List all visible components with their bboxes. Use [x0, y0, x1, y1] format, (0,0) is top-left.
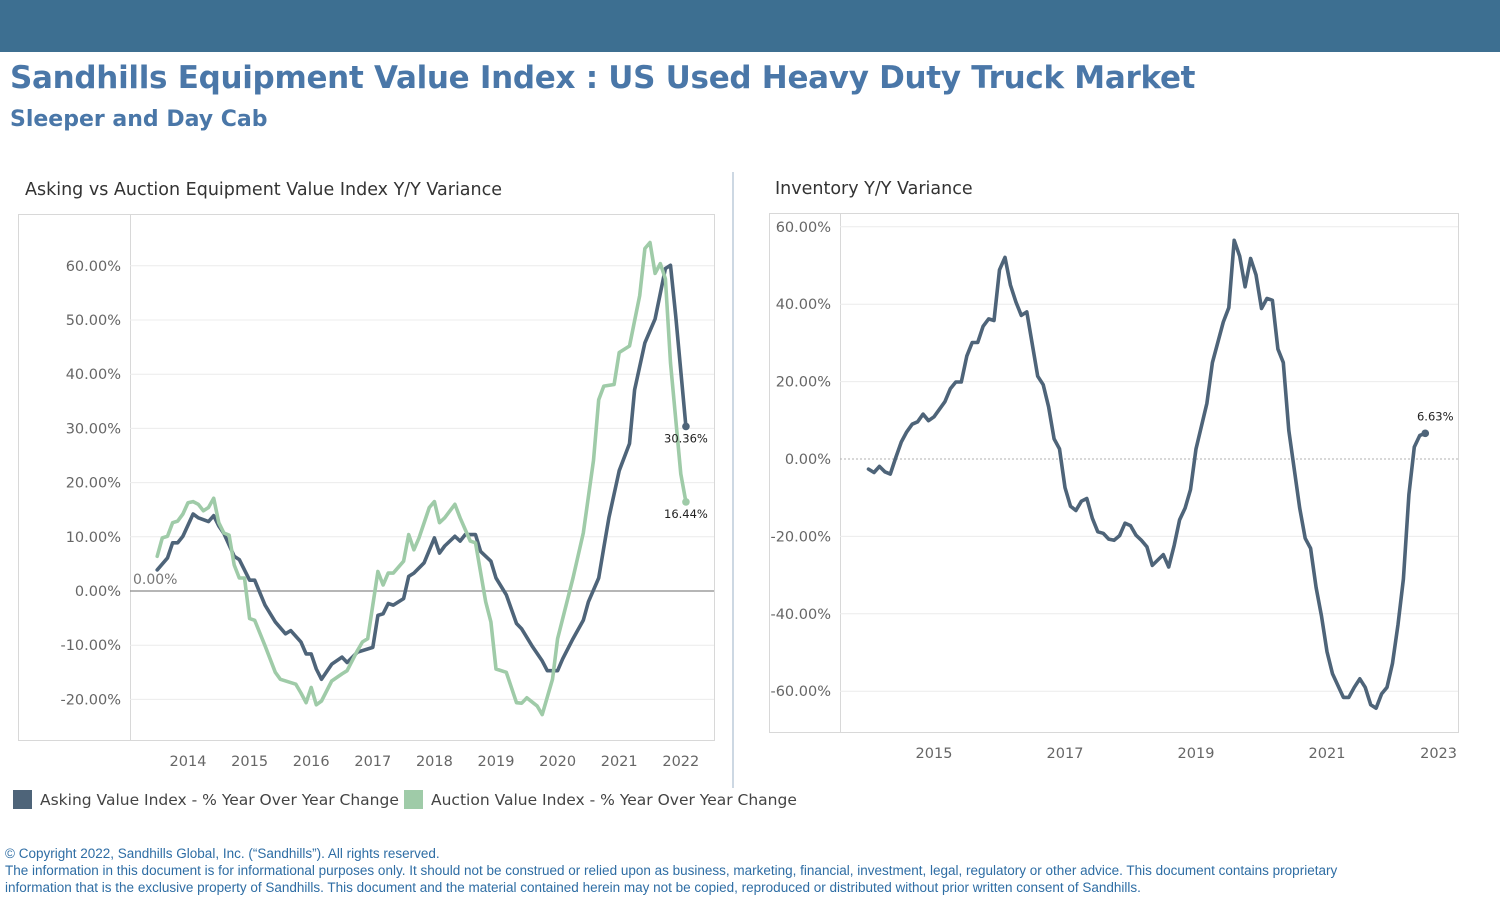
series-end-label: 16.44%	[664, 507, 708, 521]
y-tick-label: -20.00%	[60, 692, 121, 708]
legend-item-auction[interactable]: Auction Value Index - % Year Over Year C…	[404, 790, 797, 809]
legend-item-asking[interactable]: Asking Value Index - % Year Over Year Ch…	[13, 790, 399, 809]
disclaimer-line-1: The information in this document is for …	[5, 863, 1338, 878]
y-tick-label: -20.00%	[770, 529, 831, 545]
x-tick-label: 2023	[1420, 746, 1457, 762]
x-tick-label: 2015	[916, 746, 953, 762]
legend-label-auction: Auction Value Index - % Year Over Year C…	[431, 790, 797, 809]
y-tick-label: 20.00%	[66, 476, 121, 492]
y-tick-label: 20.00%	[776, 375, 831, 391]
x-tick-label: 2018	[416, 754, 453, 770]
footer-disclaimer: © Copyright 2022, Sandhills Global, Inc.…	[5, 845, 1337, 896]
series-end-marker	[682, 498, 690, 506]
x-tick-label: 2015	[231, 754, 268, 770]
right-chart-title: Inventory Y/Y Variance	[775, 179, 973, 199]
series-line-inventory	[866, 238, 1428, 710]
series-end-marker	[1421, 429, 1430, 438]
y-tick-label: -40.00%	[770, 607, 831, 623]
x-tick-label: 2022	[662, 754, 699, 770]
x-tick-label: 2014	[170, 754, 207, 770]
y-tick-label: -60.00%	[770, 684, 831, 700]
y-tick-label: 30.00%	[66, 421, 121, 437]
disclaimer-line-2: information that is the exclusive proper…	[5, 880, 1141, 895]
y-tick-label: 10.00%	[66, 530, 121, 546]
x-tick-label: 2021	[601, 754, 638, 770]
x-tick-label: 2019	[478, 754, 515, 770]
header-bar	[0, 0, 1500, 52]
y-tick-label: 60.00%	[66, 259, 121, 275]
x-tick-label: 2019	[1178, 746, 1215, 762]
series-line-auction	[155, 240, 688, 717]
page-subtitle: Sleeper and Day Cab	[10, 107, 268, 132]
x-tick-label: 2016	[293, 754, 330, 770]
legend-label-asking: Asking Value Index - % Year Over Year Ch…	[40, 790, 399, 809]
legend-swatch-auction	[404, 790, 423, 809]
series-line-asking	[155, 263, 688, 682]
y-tick-label: 60.00%	[776, 220, 831, 236]
y-tick-label: 0.00%	[785, 452, 831, 468]
asking-vs-auction-chart: 60.00% 50.00% 40.00% 30.00% 20.00% 10.00% 0.00…	[18, 214, 715, 770]
y-tick-label: -10.00%	[60, 638, 121, 654]
page-title: Sandhills Equipment Value Index : US Use…	[10, 60, 1196, 96]
y-tick-label: 40.00%	[776, 297, 831, 313]
x-tick-label: 2017	[1047, 746, 1084, 762]
left-chart-frame	[18, 214, 715, 741]
y-tick-label: 40.00%	[66, 367, 121, 383]
left-chart-title: Asking vs Auction Equipment Value Index …	[25, 180, 503, 200]
series-end-label: 6.63%	[1417, 409, 1454, 423]
x-tick-label: 2021	[1309, 746, 1346, 762]
legend-swatch-asking	[13, 790, 32, 809]
reference-line-label: 0.00%	[133, 572, 177, 588]
series-end-label: 30.36%	[664, 431, 708, 445]
inventory-chart: 60.00% 40.00% 20.00% 0.00% -20.00% -40.00% -60…	[769, 213, 1459, 762]
copyright-text: © Copyright 2022, Sandhills Global, Inc.…	[5, 846, 440, 861]
series-end-marker	[682, 422, 690, 431]
chart-divider	[732, 172, 734, 788]
y-tick-label: 0.00%	[75, 584, 121, 600]
x-tick-label: 2020	[539, 754, 576, 770]
x-tick-label: 2017	[354, 754, 391, 770]
y-tick-label: 50.00%	[66, 313, 121, 329]
right-chart-frame	[769, 213, 1459, 733]
